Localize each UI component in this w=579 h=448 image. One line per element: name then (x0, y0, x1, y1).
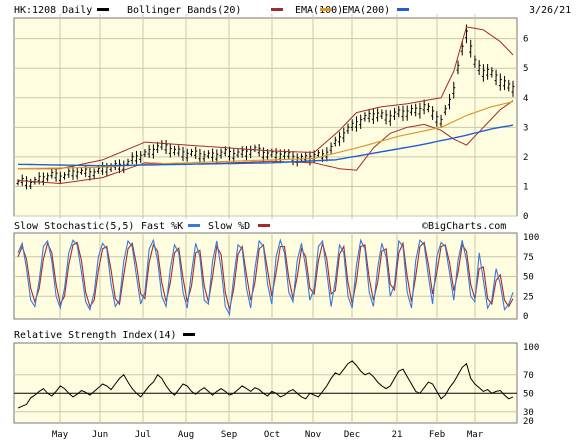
symbol-label: HK:1208 Daily (14, 5, 92, 16)
rsi-tick-label: 70 (523, 371, 534, 381)
rsi-line (17, 360, 514, 409)
legend-ema200-label: EMA(200) (342, 5, 390, 16)
fast-k-line (17, 238, 514, 317)
month-label: Feb (429, 430, 445, 440)
stochastic-y-axis: 0 25 50 75 100 (523, 233, 539, 322)
legend-swatch-daily (97, 8, 109, 11)
date-label: 3/26/21 (529, 5, 571, 16)
rsi-tick-label: 50 (523, 389, 534, 399)
month-label: Sep (221, 430, 237, 440)
ema100-line (17, 101, 514, 170)
stochastic-title: Slow Stochastic(5,5) (14, 221, 134, 232)
legend-swatch-ema200 (397, 8, 409, 11)
legend-swatch-bollinger (271, 8, 283, 11)
month-label: May (52, 430, 69, 440)
price-tick-label: 1 (523, 182, 528, 192)
month-label: Nov (305, 430, 321, 440)
price-bars (16, 24, 515, 190)
stochastic-tick-label: 50 (523, 273, 534, 283)
stochastic-slow-label: Slow %D (208, 221, 250, 232)
stochastic-tick-label: 25 (523, 292, 534, 302)
price-tick-label: 6 (523, 35, 528, 45)
month-label: Jun (92, 430, 108, 440)
stochastic-tick-label: 75 (523, 253, 534, 263)
rsi-grid (14, 343, 517, 424)
month-label: 21 (392, 430, 403, 440)
rsi-tick-label: 30 (523, 408, 534, 418)
price-tick-label: 0 (523, 212, 528, 222)
rsi-swatch (183, 333, 195, 336)
price-y-axis: 0 1 2 3 4 5 6 (523, 35, 528, 222)
rsi-panel (13, 342, 518, 424)
price-tick-label: 3 (523, 123, 528, 133)
rsi-title: Relative Strength Index(14) (14, 330, 177, 341)
legend-swatch-ema100 (320, 8, 332, 11)
legend-ema100-label: EMA(100) (295, 5, 343, 16)
bollinger-lower-line (17, 100, 514, 185)
price-tick-label: 5 (523, 64, 528, 74)
month-label: Jul (135, 430, 151, 440)
slow-d-line (17, 241, 514, 310)
stochastic-slow-swatch (258, 224, 270, 227)
stochastic-fast-swatch (188, 224, 200, 227)
ema200-line (17, 124, 514, 167)
price-tick-label: 2 (523, 153, 528, 163)
month-label: Dec (344, 430, 360, 440)
stochastic-fast-label: Fast %K (141, 221, 183, 232)
month-label: Oct (264, 430, 280, 440)
bollinger-upper-line (18, 26, 514, 170)
price-tick-label: 4 (523, 94, 528, 104)
x-axis-months: May Jun Jul Aug Sep Oct Nov Dec 21 Feb Mar (52, 430, 484, 440)
bigcharts-watermark: ©BigCharts.com (422, 221, 506, 232)
rsi-tick-label: 20 (523, 417, 534, 427)
stochastic-tick-label: 100 (523, 233, 539, 243)
price-panel (13, 17, 518, 217)
stochastic-tick-label: 0 (523, 312, 528, 322)
rsi-tick-label: 100 (523, 343, 539, 353)
legend-bollinger-label: Bollinger Bands(20) (127, 5, 241, 16)
month-label: Mar (467, 430, 484, 440)
month-label: Aug (178, 430, 194, 440)
